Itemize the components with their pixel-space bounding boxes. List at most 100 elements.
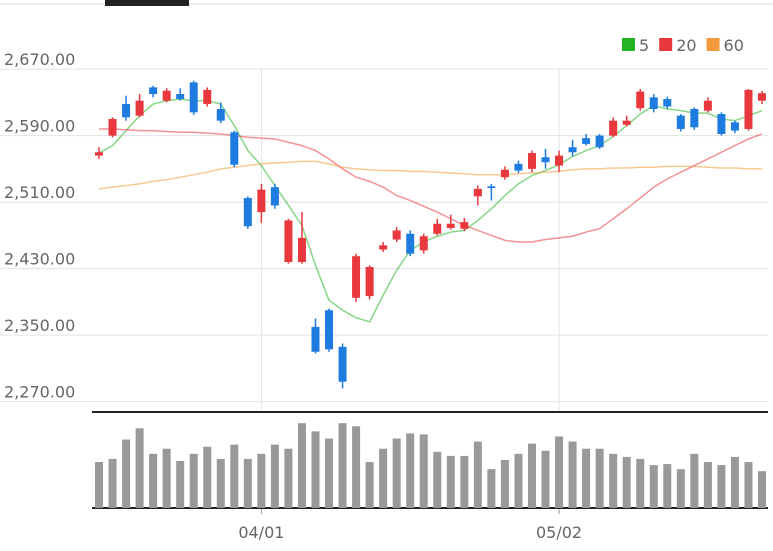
candle-body xyxy=(365,266,374,297)
candle-body xyxy=(717,114,726,134)
candle-body xyxy=(582,138,591,144)
moving-average xyxy=(98,160,762,190)
y-tick-label: 2,270.00 xyxy=(4,383,75,402)
candle-body xyxy=(663,99,672,107)
volume-bar xyxy=(338,423,347,508)
volume-bar xyxy=(690,453,699,508)
candle-body xyxy=(446,223,455,228)
candle-body xyxy=(189,82,198,113)
candle-body xyxy=(406,233,415,254)
volume-bar xyxy=(257,453,266,508)
candle-body xyxy=(500,169,509,178)
volume-bar xyxy=(284,448,293,508)
volume-bar xyxy=(189,453,198,508)
candle-body xyxy=(230,132,239,165)
candle-body xyxy=(703,100,712,111)
volume-bar xyxy=(433,451,442,508)
volume-bar xyxy=(609,453,618,508)
plot xyxy=(95,80,766,508)
candle-body xyxy=(270,187,279,206)
grid: 2,270.00 2,350.00 2,430.00 2,510.00 2,590.00… xyxy=(0,50,768,542)
candle-body xyxy=(95,152,103,156)
candle-body xyxy=(595,135,604,148)
candle-body xyxy=(135,100,144,116)
volume-bar xyxy=(406,433,415,508)
candle-body xyxy=(216,109,225,121)
volume-bar xyxy=(582,448,591,508)
candle-body xyxy=(473,188,482,197)
volume-bar xyxy=(230,444,239,508)
legend-swatch xyxy=(622,38,635,51)
volume-bar xyxy=(514,453,523,508)
volume-bar xyxy=(243,458,252,508)
candle-body xyxy=(433,223,442,234)
x-tick-label: 04/01 xyxy=(238,523,284,542)
volume-bar xyxy=(311,431,320,508)
candle-body xyxy=(730,122,739,131)
candle-body xyxy=(419,236,428,251)
candle-body xyxy=(676,115,685,129)
volume-bar xyxy=(297,423,306,508)
candle-body xyxy=(744,89,753,129)
legend-label: 60 xyxy=(724,36,744,55)
volume-bar xyxy=(149,453,158,508)
volume-bar xyxy=(325,438,334,508)
volume-bar xyxy=(460,455,469,508)
candle-body xyxy=(162,90,171,101)
legend-label: 5 xyxy=(639,36,649,55)
y-tick-label: 2,670.00 xyxy=(4,50,75,69)
volume-bar xyxy=(541,450,550,508)
volume-bar xyxy=(270,444,279,508)
volume-bar xyxy=(500,459,509,508)
y-tick-label: 2,430.00 xyxy=(4,250,75,269)
volume-bar xyxy=(636,458,645,508)
candle-body xyxy=(297,237,306,262)
y-tick-label: 2,350.00 xyxy=(4,316,75,335)
candle-body xyxy=(149,87,158,95)
volume-bar xyxy=(744,462,753,508)
legend: 5 20 60 xyxy=(622,36,744,55)
volume-bar xyxy=(95,462,103,508)
volume-bar xyxy=(595,448,604,508)
candle-body xyxy=(622,120,631,125)
volume-bar xyxy=(730,456,739,508)
candle-body xyxy=(311,326,320,352)
candle-body xyxy=(568,147,577,153)
candle-body xyxy=(527,153,536,169)
legend-swatch xyxy=(706,38,720,51)
legend-swatch xyxy=(659,38,673,51)
candle-body xyxy=(487,186,496,188)
candle-body xyxy=(122,104,131,118)
candle-body xyxy=(379,245,388,250)
volume-bar xyxy=(527,443,536,508)
volume-bar xyxy=(649,465,658,508)
candle-body xyxy=(284,220,293,262)
candle-body xyxy=(108,118,117,136)
volume-bar xyxy=(555,436,564,508)
volume-bar xyxy=(473,441,482,508)
candle-body xyxy=(690,109,699,128)
tab-indicator xyxy=(105,0,189,6)
volume-bar xyxy=(176,461,185,508)
volume-bar xyxy=(379,448,388,508)
candle-body xyxy=(460,222,469,229)
candle-body xyxy=(203,89,212,105)
volume-bar xyxy=(352,426,361,508)
candle-body xyxy=(514,163,523,171)
volume-bar xyxy=(203,446,212,508)
candle-body xyxy=(541,157,550,163)
volume-bar xyxy=(676,469,685,508)
volume-bar xyxy=(122,439,131,508)
moving-average xyxy=(99,128,763,243)
candle-body xyxy=(325,310,334,350)
volume-bar xyxy=(703,462,712,508)
candle-body xyxy=(257,189,266,213)
volume-bar xyxy=(446,455,455,508)
candle-body xyxy=(758,93,766,101)
candle-body xyxy=(352,256,361,298)
candle-body xyxy=(555,155,564,166)
volume-bar xyxy=(487,469,496,508)
volume-bar xyxy=(108,458,117,508)
candle-body xyxy=(392,230,401,240)
